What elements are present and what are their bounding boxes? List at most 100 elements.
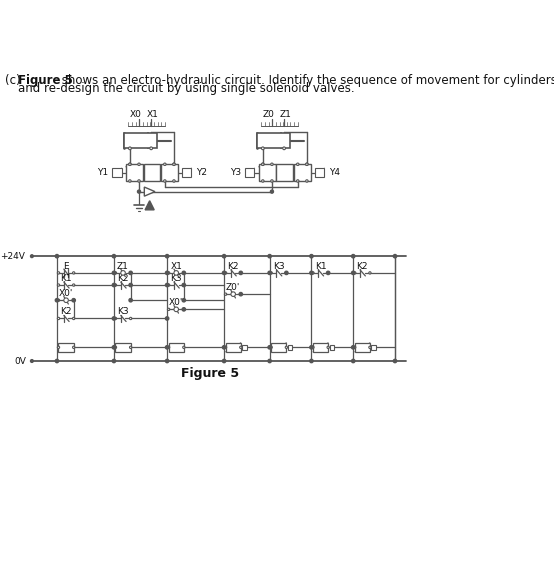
Circle shape (352, 346, 355, 349)
Bar (294, 164, 311, 181)
Circle shape (310, 346, 313, 349)
Circle shape (174, 307, 178, 312)
Text: +24V: +24V (0, 252, 25, 261)
Circle shape (312, 272, 314, 274)
Text: K1: K1 (60, 273, 72, 283)
Circle shape (129, 271, 132, 275)
Circle shape (73, 272, 75, 274)
Bar (245, 168, 254, 177)
Circle shape (393, 255, 397, 258)
Circle shape (353, 272, 356, 274)
Circle shape (224, 346, 227, 349)
Circle shape (182, 271, 186, 275)
Circle shape (129, 163, 131, 166)
Circle shape (174, 271, 178, 275)
Circle shape (268, 255, 271, 258)
Bar (313, 343, 328, 352)
Circle shape (58, 346, 60, 349)
Bar (59, 343, 74, 352)
Circle shape (326, 271, 330, 275)
Circle shape (167, 272, 170, 274)
Text: K2: K2 (60, 307, 72, 316)
Text: K2: K2 (228, 262, 239, 271)
Circle shape (224, 272, 227, 274)
Circle shape (166, 317, 169, 320)
Circle shape (296, 180, 299, 182)
Text: K1: K1 (60, 343, 72, 352)
Bar (271, 343, 286, 352)
Bar (355, 343, 370, 352)
Circle shape (114, 272, 116, 274)
Circle shape (129, 180, 131, 182)
Circle shape (167, 284, 170, 286)
Text: K3: K3 (171, 273, 182, 283)
Circle shape (150, 147, 152, 150)
Circle shape (183, 308, 185, 311)
Circle shape (166, 271, 169, 275)
Circle shape (310, 359, 313, 363)
Circle shape (112, 283, 116, 287)
Circle shape (261, 147, 264, 150)
Bar (242, 345, 247, 350)
Text: Figure 5: Figure 5 (181, 367, 239, 381)
Circle shape (182, 283, 186, 287)
Circle shape (270, 190, 274, 193)
Circle shape (173, 163, 175, 166)
Circle shape (285, 271, 288, 275)
Circle shape (222, 255, 225, 258)
Circle shape (129, 163, 131, 166)
Circle shape (240, 272, 242, 274)
Circle shape (327, 272, 329, 274)
Text: Y2: Y2 (196, 168, 207, 177)
Text: Y4: Y4 (357, 343, 368, 352)
Circle shape (239, 293, 243, 296)
Circle shape (261, 163, 264, 166)
Circle shape (129, 283, 132, 287)
Circle shape (173, 180, 175, 182)
Circle shape (114, 284, 116, 286)
Text: Y1: Y1 (228, 343, 239, 352)
Circle shape (138, 180, 140, 182)
Circle shape (310, 255, 313, 258)
Text: (c): (c) (6, 74, 25, 87)
Bar (259, 164, 276, 181)
Circle shape (312, 346, 314, 349)
Circle shape (58, 272, 60, 274)
Circle shape (55, 359, 59, 363)
Text: X1: X1 (170, 262, 182, 271)
Circle shape (261, 163, 264, 166)
Circle shape (130, 346, 132, 349)
Text: K3: K3 (171, 343, 182, 352)
Circle shape (182, 298, 186, 302)
Circle shape (182, 308, 186, 311)
Circle shape (353, 346, 356, 349)
Circle shape (130, 272, 132, 274)
Circle shape (112, 255, 116, 258)
Circle shape (173, 163, 175, 166)
Text: Y3: Y3 (315, 343, 326, 352)
Circle shape (306, 163, 308, 166)
Polygon shape (145, 201, 154, 210)
Circle shape (129, 298, 132, 302)
Circle shape (296, 163, 299, 166)
Circle shape (166, 346, 169, 349)
Circle shape (183, 284, 185, 286)
Circle shape (327, 346, 329, 349)
Circle shape (240, 293, 242, 296)
Circle shape (261, 180, 264, 182)
Circle shape (163, 180, 166, 182)
Circle shape (283, 147, 285, 150)
Circle shape (121, 271, 125, 275)
Bar (257, 133, 290, 148)
Bar (288, 345, 293, 350)
Circle shape (130, 317, 132, 319)
Text: Z1: Z1 (280, 110, 291, 120)
Circle shape (112, 271, 116, 275)
Circle shape (222, 271, 225, 275)
Text: X0': X0' (59, 289, 73, 298)
Circle shape (58, 284, 60, 286)
Circle shape (270, 272, 273, 274)
Text: E: E (63, 262, 69, 271)
Circle shape (166, 255, 169, 258)
Text: X0': X0' (169, 298, 183, 307)
